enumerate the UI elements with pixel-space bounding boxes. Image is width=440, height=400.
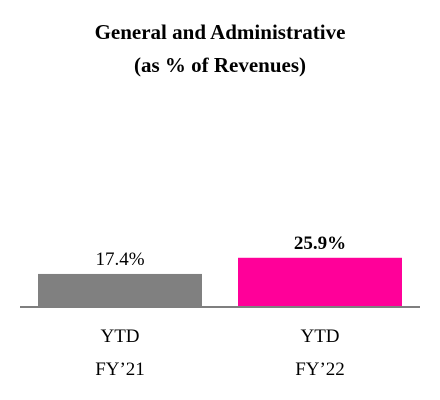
bars-group: 17.4% YTD FY’21 25.9% YTD FY’22 bbox=[38, 233, 402, 380]
category-label-1-line-2: FY’21 bbox=[95, 359, 145, 380]
bar-value-label-2: 25.9% bbox=[294, 233, 346, 254]
category-label-2-line-2: FY’22 bbox=[295, 359, 345, 380]
chart-title-line-2: (as % of Revenues) bbox=[134, 53, 306, 77]
category-label-1-line-1: YTD bbox=[100, 326, 139, 347]
bar-2 bbox=[238, 257, 402, 307]
bar-value-label-1: 17.4% bbox=[95, 249, 144, 270]
category-label-2-line-1: YTD bbox=[300, 326, 339, 347]
bar-1 bbox=[38, 273, 202, 307]
chart-title-line-1: General and Administrative bbox=[95, 20, 346, 44]
